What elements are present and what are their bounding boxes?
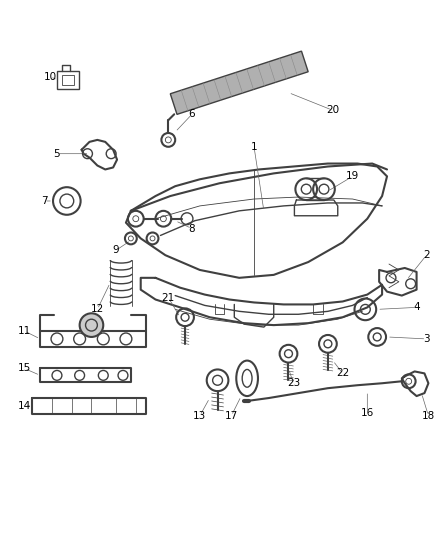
Circle shape	[80, 313, 103, 337]
Text: 12: 12	[91, 304, 104, 314]
Text: 21: 21	[162, 293, 175, 303]
Text: 2: 2	[423, 250, 430, 260]
Text: 11: 11	[18, 326, 31, 336]
Text: 3: 3	[423, 334, 430, 344]
Text: 19: 19	[346, 171, 359, 181]
Text: 10: 10	[43, 72, 57, 82]
Text: 15: 15	[18, 364, 31, 374]
Text: 22: 22	[336, 368, 350, 378]
Text: 7: 7	[41, 196, 47, 206]
Text: 23: 23	[287, 378, 300, 388]
Text: 1: 1	[251, 142, 258, 152]
Text: 6: 6	[189, 109, 195, 119]
Text: 14: 14	[18, 401, 31, 411]
Text: 13: 13	[193, 411, 206, 421]
Text: 5: 5	[53, 149, 60, 159]
Text: 17: 17	[225, 411, 238, 421]
Polygon shape	[170, 51, 308, 115]
Text: 4: 4	[413, 302, 420, 312]
Text: 8: 8	[189, 223, 195, 233]
Text: 20: 20	[326, 106, 339, 115]
Text: 16: 16	[360, 408, 374, 418]
Text: 18: 18	[422, 411, 435, 421]
Text: 9: 9	[113, 245, 120, 255]
